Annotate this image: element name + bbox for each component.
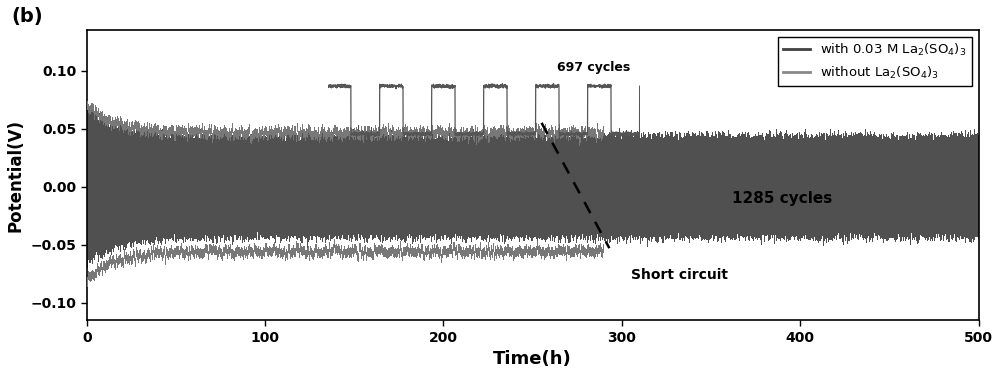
Y-axis label: Potential(V): Potential(V): [7, 118, 25, 232]
Text: Short circuit: Short circuit: [631, 268, 728, 282]
X-axis label: Time(h): Time(h): [493, 350, 572, 368]
Legend: with 0.03 M La$_2$(SO$_4$)$_3$, without La$_2$(SO$_4$)$_3$: with 0.03 M La$_2$(SO$_4$)$_3$, without …: [778, 37, 972, 86]
Text: (b): (b): [11, 7, 43, 26]
Text: 1285 cycles: 1285 cycles: [732, 191, 832, 206]
